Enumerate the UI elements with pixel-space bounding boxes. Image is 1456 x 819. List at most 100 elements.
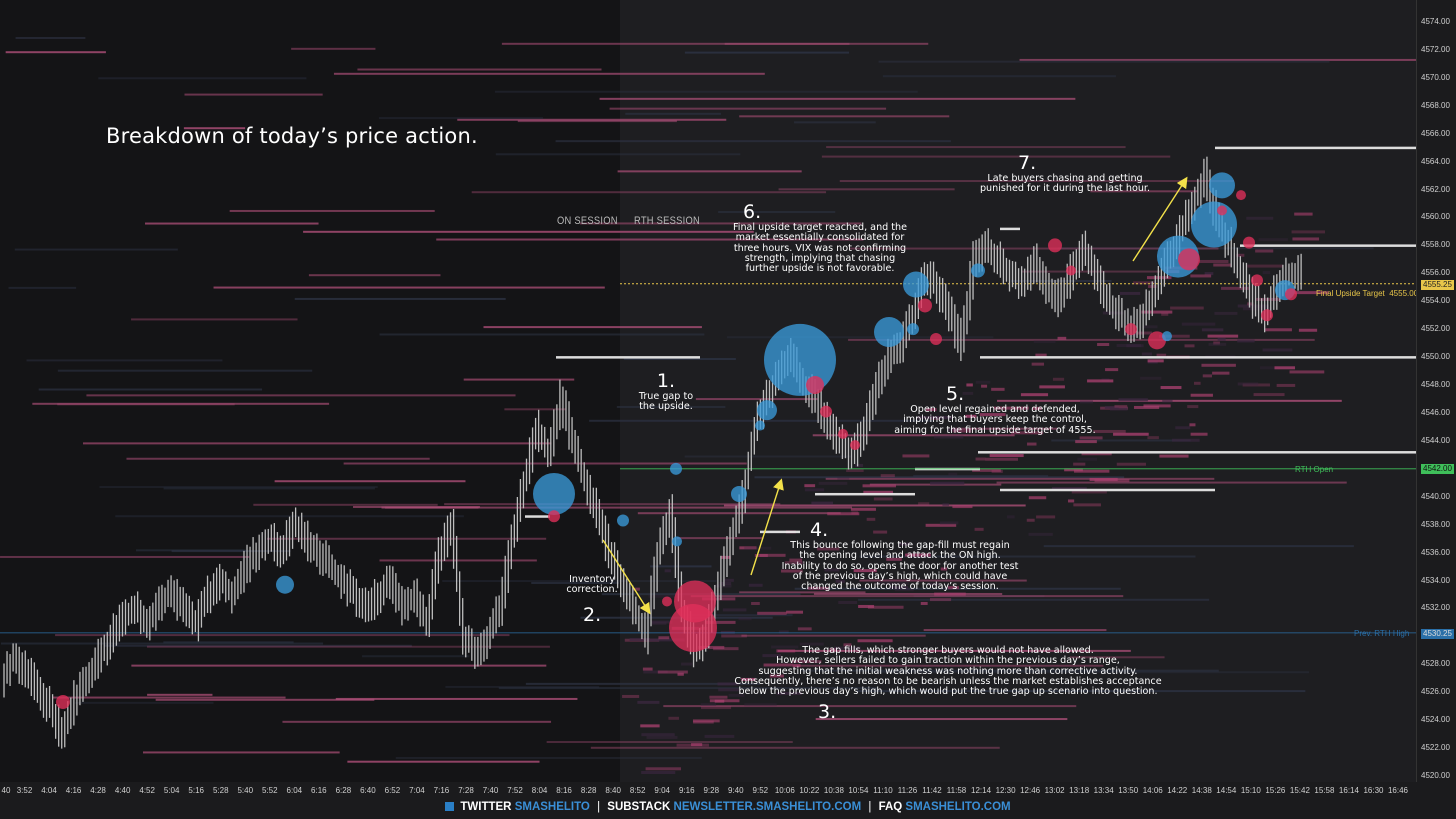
heatmap-bar (282, 720, 552, 723)
heatmap-cell (1143, 404, 1171, 408)
heatmap-cell (646, 735, 678, 739)
heatmap-bar (625, 112, 721, 115)
annotation-4: 4. This bounce following the gap-fill mu… (760, 519, 1040, 592)
heatmap-bar (1069, 656, 1165, 659)
price-tick-label: 4570.00 (1421, 72, 1450, 82)
heatmap-bar (794, 121, 876, 124)
heatmap-bar (99, 486, 378, 489)
heatmap-cell (738, 617, 752, 621)
heatmap-cell (917, 416, 952, 420)
heatmap-cell (873, 497, 893, 501)
price-tick-label: 4538.00 (1421, 519, 1450, 529)
heatmap-cell (1020, 393, 1049, 397)
heatmap-cell (657, 670, 688, 674)
volume-bubble (1285, 288, 1297, 301)
annotation-3: The gap fills, which stronger buyers wou… (700, 645, 1196, 697)
volume-bubble (56, 694, 70, 709)
on-session-label: ON SESSION (557, 215, 618, 227)
heatmap-cell (993, 406, 1029, 410)
heatmap-cell (886, 557, 902, 561)
heatmap-cell (622, 694, 640, 698)
heatmap-cell (1212, 371, 1230, 375)
heatmap-bar (952, 427, 1058, 430)
time-tick-label: 8:04 (531, 786, 548, 795)
heatmap-cell (744, 546, 772, 550)
heatmap-cell (965, 414, 977, 418)
heatmap-bar (682, 614, 793, 617)
price-tick-label: 4528.00 (1421, 659, 1450, 669)
heatmap-cell (1213, 341, 1220, 345)
heatmap-bar (1090, 190, 1199, 193)
price-tick-label: 4574.00 (1421, 17, 1450, 26)
volume-bubble (764, 323, 836, 396)
heatmap-bar (52, 696, 286, 699)
heatmap-cell (1116, 462, 1146, 466)
heatmap-cell (1104, 405, 1119, 409)
time-tick-label: 6:40 (360, 786, 376, 795)
heatmap-bar (663, 705, 1077, 708)
time-tick-label: 7:40 (482, 786, 499, 795)
resting-order-line (980, 356, 1416, 359)
heatmap-bar (98, 77, 307, 80)
annotation-1: 1. True gap to the upside. (620, 370, 712, 413)
faq-link[interactable]: SMASHELITO.COM (905, 801, 1011, 813)
heatmap-bar (131, 664, 547, 667)
heatmap-cell (759, 553, 786, 557)
heatmap-bar (815, 718, 1068, 721)
heatmap-cell (1242, 307, 1272, 311)
heatmap-bar (1019, 58, 1416, 61)
time-tick-label: 14:06 (1142, 786, 1163, 795)
heatmap-bar (82, 442, 552, 445)
heatmap-bar (442, 580, 717, 583)
twitter-link[interactable]: SMASHELITO (514, 801, 590, 813)
heatmap-cell (1074, 469, 1110, 473)
heatmap-bar (8, 286, 77, 289)
heatmap-bar (379, 559, 537, 562)
time-tick-label: 15:58 (1314, 786, 1335, 795)
heatmap-bar (471, 191, 827, 194)
prev-rth-high-tag: 4530.25 (1421, 629, 1454, 639)
time-tick-label: 13:02 (1044, 786, 1065, 795)
heatmap-cell (930, 481, 965, 485)
price-tick-label: 4552.00 (1421, 324, 1450, 334)
heatmap-cell (715, 584, 732, 588)
resting-order-line (1240, 244, 1416, 247)
heatmap-cell (778, 630, 789, 634)
heatmap-cell (744, 703, 777, 707)
heatmap-bar (362, 655, 470, 658)
heatmap-cell (763, 663, 794, 667)
heatmap-bar (501, 42, 929, 45)
resting-order-line (556, 356, 700, 359)
heatmap-cell (867, 605, 904, 609)
heatmap-cell (1258, 238, 1288, 242)
heatmap-cell (1159, 454, 1189, 458)
heatmap-bar (308, 274, 441, 277)
heatmap-bar (183, 127, 246, 130)
heatmap-bar (859, 579, 1027, 582)
heatmap-bar (878, 60, 1330, 63)
volume-bubble (617, 514, 629, 527)
heatmap-cell (1006, 515, 1015, 519)
heatmap-bar (147, 693, 213, 696)
heatmap-cell (966, 383, 973, 387)
time-axis (0, 782, 1416, 798)
price-chart (0, 36, 1416, 774)
heatmap-cell (1204, 272, 1214, 276)
heatmap-cell (853, 569, 877, 573)
heatmap-cell (874, 581, 909, 585)
time-tick-label: 4:16 (65, 786, 82, 795)
heatmap-cell (771, 645, 799, 649)
heatmap-cell (1264, 328, 1292, 332)
heatmap-cell (754, 554, 768, 558)
time-tick-label: 5:28 (212, 786, 229, 795)
heatmap-cell (1213, 263, 1231, 267)
heatmap-cell (1011, 431, 1044, 435)
heatmap-cell (1190, 393, 1213, 397)
heatmap-bar (26, 359, 223, 362)
price-tick-label: 4532.00 (1421, 603, 1450, 613)
heatmap-cell (804, 484, 816, 488)
resting-order-line (815, 492, 915, 496)
heatmap-cell (835, 579, 845, 583)
volume-bubble (674, 580, 716, 623)
substack-link[interactable]: NEWSLETTER.SMASHELITO.COM (673, 801, 862, 813)
